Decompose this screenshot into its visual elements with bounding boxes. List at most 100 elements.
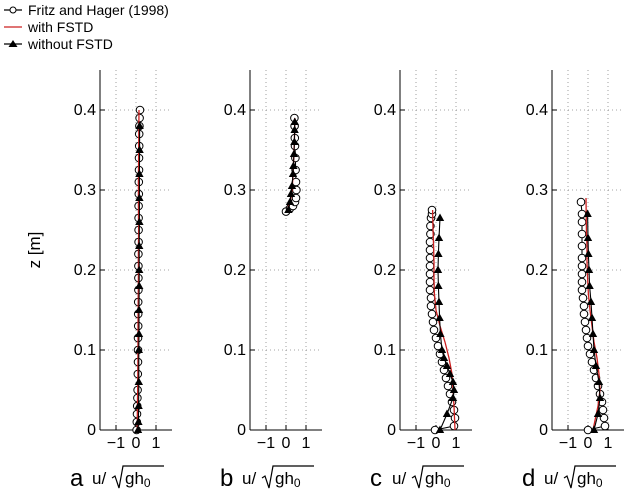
y-tick-label: 0.1 bbox=[526, 342, 548, 359]
data-point-circle bbox=[580, 317, 590, 327]
x-axis-label: u/ bbox=[242, 469, 256, 488]
y-tick-label: 0.3 bbox=[526, 182, 548, 199]
y-tick-label: 0.1 bbox=[224, 342, 246, 359]
data-point-triangle bbox=[134, 417, 143, 425]
y-tick-label: 0.2 bbox=[526, 262, 548, 279]
data-point-triangle bbox=[583, 209, 592, 217]
data-point-circle bbox=[426, 293, 436, 303]
sqrt-symbol bbox=[411, 465, 464, 489]
x-tick-label: 0 bbox=[432, 435, 441, 452]
data-point-circle bbox=[425, 261, 435, 271]
data-point-circle bbox=[577, 253, 587, 263]
data-point-circle bbox=[579, 301, 589, 311]
data-point-triangle bbox=[287, 181, 297, 189]
x-axis-label-root: gh0 bbox=[125, 469, 151, 490]
data-point-triangle bbox=[589, 345, 599, 353]
legend-label: with FSTD bbox=[27, 19, 93, 35]
data-point-triangle bbox=[435, 425, 445, 433]
data-point-circle bbox=[425, 237, 435, 247]
x-tick-label: 1 bbox=[452, 435, 461, 452]
data-point-circle bbox=[427, 205, 437, 215]
legend-entry: Fritz and Hager (1998) bbox=[4, 2, 169, 18]
y-axis-label: z [m] bbox=[25, 232, 44, 269]
y-tick-label: 0.4 bbox=[374, 102, 396, 119]
data-point-triangle bbox=[133, 425, 143, 433]
x-tick-label: 1 bbox=[152, 435, 161, 452]
data-point-triangle bbox=[134, 377, 143, 385]
data-point-triangle bbox=[594, 377, 604, 385]
y-tick-label: 0.3 bbox=[74, 182, 96, 199]
data-point-triangle bbox=[284, 205, 293, 213]
data-point-triangle bbox=[290, 137, 299, 145]
series-without-fstd bbox=[433, 213, 459, 433]
legend-entry: with FSTD bbox=[4, 19, 93, 35]
y-tick-label: 0.3 bbox=[374, 182, 396, 199]
data-point-triangle bbox=[433, 265, 443, 273]
data-point-circle bbox=[579, 309, 589, 319]
data-point-triangle bbox=[134, 345, 143, 353]
data-point-circle bbox=[449, 421, 459, 431]
x-tick-label: 1 bbox=[302, 435, 311, 452]
data-point-triangle bbox=[586, 297, 596, 305]
x-tick-label: −1 bbox=[407, 435, 425, 452]
data-point-triangle bbox=[135, 169, 144, 177]
series-with-fstd bbox=[136, 109, 140, 431]
x-tick-label: 0 bbox=[584, 435, 593, 452]
x-tick-label: 0 bbox=[132, 435, 141, 452]
data-point-circle bbox=[599, 413, 609, 423]
y-tick-label: 0.2 bbox=[74, 262, 96, 279]
data-point-triangle bbox=[435, 213, 445, 221]
x-axis-label-root: gh0 bbox=[275, 469, 301, 490]
data-point-triangle bbox=[135, 193, 144, 201]
y-tick-label: 0 bbox=[87, 422, 96, 439]
legend-marker-circle bbox=[9, 6, 17, 14]
data-point-circle bbox=[600, 421, 610, 431]
data-point-triangle bbox=[436, 329, 445, 337]
data-point-circle bbox=[577, 217, 587, 227]
panel-c: 00.10.20.30.4−1 0 1c u/gh0 bbox=[370, 70, 472, 491]
panel-letter: b bbox=[220, 465, 233, 491]
y-tick-label: 0.2 bbox=[224, 262, 246, 279]
y-tick-label: 0 bbox=[237, 422, 246, 439]
data-point-circle bbox=[598, 405, 608, 415]
data-point-circle bbox=[425, 245, 435, 255]
data-point-circle bbox=[577, 261, 587, 271]
x-tick-label: 0 bbox=[282, 435, 291, 452]
x-tick-label: 1 bbox=[604, 435, 613, 452]
data-point-triangle bbox=[583, 233, 593, 241]
data-point-triangle bbox=[289, 149, 299, 157]
y-tick-label: 0.4 bbox=[526, 102, 548, 119]
data-point-triangle bbox=[448, 393, 458, 401]
data-point-triangle bbox=[434, 281, 443, 289]
series-without-fstd bbox=[284, 117, 299, 213]
y-tick-label: 0.4 bbox=[74, 102, 96, 119]
data-point-triangle bbox=[442, 409, 452, 417]
series-line bbox=[136, 109, 140, 431]
data-point-triangle bbox=[588, 329, 598, 337]
data-point-triangle bbox=[445, 369, 455, 377]
panel-letter: d bbox=[522, 465, 535, 491]
data-point-triangle bbox=[437, 345, 447, 353]
data-point-triangle bbox=[289, 161, 298, 169]
data-point-triangle bbox=[449, 385, 459, 393]
series-without-fstd bbox=[583, 209, 605, 433]
data-point-triangle bbox=[286, 189, 296, 197]
y-tick-label: 0.2 bbox=[374, 262, 396, 279]
data-point-triangle bbox=[584, 249, 593, 257]
data-point-circle bbox=[428, 317, 438, 327]
sqrt-symbol bbox=[261, 465, 314, 489]
data-point-triangle bbox=[134, 401, 143, 409]
data-point-circle bbox=[581, 325, 591, 335]
legend-marker-triangle bbox=[8, 40, 18, 47]
data-point-circle bbox=[577, 285, 587, 295]
data-point-triangle bbox=[290, 117, 299, 125]
x-axis-label: u/ bbox=[392, 469, 406, 488]
data-point-triangle bbox=[584, 265, 594, 273]
panel-letter: c bbox=[370, 465, 382, 491]
data-point-triangle bbox=[595, 393, 605, 401]
data-point-circle bbox=[583, 341, 593, 351]
data-point-triangle bbox=[587, 313, 597, 321]
data-point-triangle bbox=[439, 353, 449, 361]
data-point-circle bbox=[578, 293, 588, 303]
